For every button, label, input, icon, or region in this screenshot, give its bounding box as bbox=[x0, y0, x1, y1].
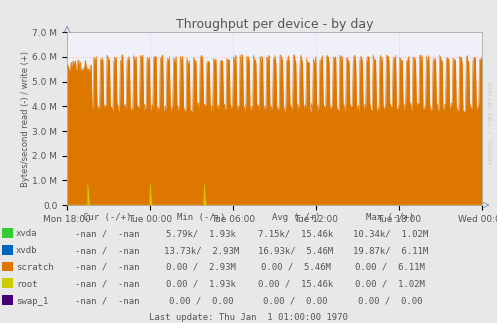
Text: Avg (-/+): Avg (-/+) bbox=[271, 213, 320, 222]
Text: -nan /  -nan: -nan / -nan bbox=[75, 297, 139, 306]
Text: xvda: xvda bbox=[16, 229, 37, 238]
Text: 0.00 /  1.02M: 0.00 / 1.02M bbox=[355, 280, 425, 289]
Title: Throughput per device - by day: Throughput per device - by day bbox=[176, 18, 373, 31]
Text: Last update: Thu Jan  1 01:00:00 1970: Last update: Thu Jan 1 01:00:00 1970 bbox=[149, 313, 348, 322]
Text: 10.34k/  1.02M: 10.34k/ 1.02M bbox=[352, 229, 428, 238]
Text: -nan /  -nan: -nan / -nan bbox=[75, 246, 139, 255]
Text: 0.00 /  1.93k: 0.00 / 1.93k bbox=[166, 280, 236, 289]
Text: 0.00 /  5.46M: 0.00 / 5.46M bbox=[261, 263, 331, 272]
Text: 7.15k/  15.46k: 7.15k/ 15.46k bbox=[258, 229, 333, 238]
Text: 0.00 /  0.00: 0.00 / 0.00 bbox=[169, 297, 234, 306]
Text: 5.79k/  1.93k: 5.79k/ 1.93k bbox=[166, 229, 236, 238]
Text: RRDTOOL / TOBI OETIKER: RRDTOOL / TOBI OETIKER bbox=[489, 81, 494, 164]
Text: -nan /  -nan: -nan / -nan bbox=[75, 229, 139, 238]
Text: -nan /  -nan: -nan / -nan bbox=[75, 280, 139, 289]
Text: xvdb: xvdb bbox=[16, 246, 37, 255]
Text: 0.00 /  15.46k: 0.00 / 15.46k bbox=[258, 280, 333, 289]
Text: scratch: scratch bbox=[16, 263, 54, 272]
Text: 0.00 /  6.11M: 0.00 / 6.11M bbox=[355, 263, 425, 272]
Text: 0.00 /  0.00: 0.00 / 0.00 bbox=[358, 297, 422, 306]
Y-axis label: Bytes/second read (-) / write (+): Bytes/second read (-) / write (+) bbox=[20, 51, 30, 187]
Text: 0.00 /  0.00: 0.00 / 0.00 bbox=[263, 297, 328, 306]
Text: Min (-/+): Min (-/+) bbox=[177, 213, 226, 222]
Text: Cur (-/+): Cur (-/+) bbox=[83, 213, 131, 222]
Text: Max (-/+): Max (-/+) bbox=[366, 213, 414, 222]
Text: -nan /  -nan: -nan / -nan bbox=[75, 263, 139, 272]
Text: 16.93k/  5.46M: 16.93k/ 5.46M bbox=[258, 246, 333, 255]
Text: swap_1: swap_1 bbox=[16, 297, 48, 306]
Text: root: root bbox=[16, 280, 37, 289]
Text: 19.87k/  6.11M: 19.87k/ 6.11M bbox=[352, 246, 428, 255]
Text: 0.00 /  2.93M: 0.00 / 2.93M bbox=[166, 263, 236, 272]
Text: 13.73k/  2.93M: 13.73k/ 2.93M bbox=[164, 246, 239, 255]
